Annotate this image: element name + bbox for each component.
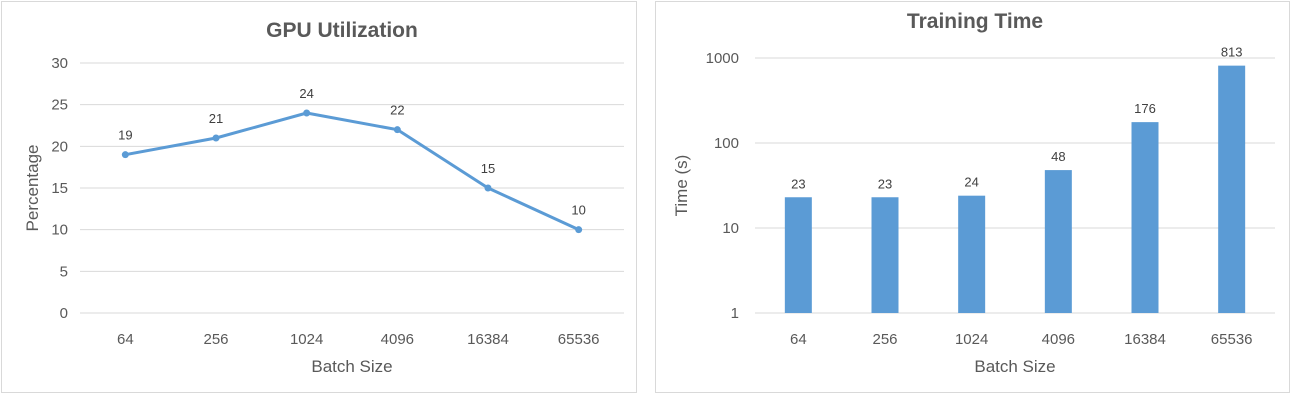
bar — [784, 197, 812, 313]
x-tick-label: 256 — [872, 331, 897, 348]
x-axis-title: Batch Size — [311, 357, 392, 376]
data-label: 23 — [878, 176, 892, 191]
data-label: 24 — [964, 175, 978, 190]
x-tick-label: 4096 — [1042, 331, 1075, 348]
training-time-chart: Training Time 1 10 100 1000 23 23 24 48 176 813 64 2… — [672, 10, 1275, 376]
x-tick-label: 1024 — [955, 331, 988, 348]
data-point — [393, 126, 401, 134]
bar — [871, 197, 899, 313]
chart-title: Training Time — [907, 10, 1043, 33]
y-tick-label: 20 — [51, 138, 68, 155]
bar — [958, 195, 986, 313]
data-label: 15 — [481, 161, 495, 176]
x-tick-label: 1024 — [290, 331, 323, 348]
data-label: 10 — [571, 203, 585, 218]
y-axis-title: Percentage — [23, 145, 42, 232]
y-tick-label: 30 — [51, 55, 68, 72]
y-axis-title: Time (s) — [672, 155, 691, 217]
bar — [1131, 122, 1159, 313]
data-point — [484, 184, 492, 192]
data-point — [575, 226, 583, 234]
data-point — [303, 109, 311, 117]
gpu-utilization-chart-panel: GPU Utilization 0 5 10 15 20 25 30 64 256 1024 4096… — [1, 1, 637, 393]
data-label: 19 — [118, 128, 132, 143]
data-label: 22 — [390, 103, 404, 118]
data-point — [121, 151, 129, 159]
x-tick-label: 64 — [117, 331, 134, 348]
x-axis-title: Batch Size — [974, 357, 1055, 376]
bar — [1218, 65, 1246, 313]
y-tick-label: 1 — [731, 305, 739, 322]
y-tick-label: 10 — [51, 222, 68, 239]
data-label: 48 — [1051, 149, 1065, 164]
x-tick-label: 65536 — [1211, 331, 1253, 348]
chart-title: GPU Utilization — [266, 19, 418, 42]
x-tick-label: 16384 — [1124, 331, 1166, 348]
y-tick-label: 15 — [51, 180, 68, 197]
data-point — [212, 134, 220, 142]
x-tick-label: 16384 — [467, 331, 509, 348]
y-tick-label: 1000 — [706, 50, 739, 67]
data-label: 176 — [1134, 101, 1156, 116]
bar — [1044, 170, 1072, 313]
x-tick-label: 64 — [790, 331, 807, 348]
x-tick-label: 256 — [203, 331, 228, 348]
series-line — [125, 111, 580, 232]
y-tick-label: 100 — [714, 135, 739, 152]
data-label: 24 — [299, 86, 313, 101]
y-tick-label: 5 — [60, 263, 68, 280]
y-tick-label: 0 — [60, 305, 68, 322]
y-tick-label: 25 — [51, 97, 68, 114]
training-time-chart-panel: Training Time 1 10 100 1000 23 23 24 48 176 813 64 2… — [655, 1, 1290, 393]
y-tick-label: 10 — [722, 220, 739, 237]
x-tick-label: 65536 — [558, 331, 600, 348]
data-label: 23 — [791, 176, 805, 191]
data-label: 21 — [209, 111, 223, 126]
x-tick-label: 4096 — [381, 331, 414, 348]
data-label: 813 — [1221, 45, 1243, 60]
